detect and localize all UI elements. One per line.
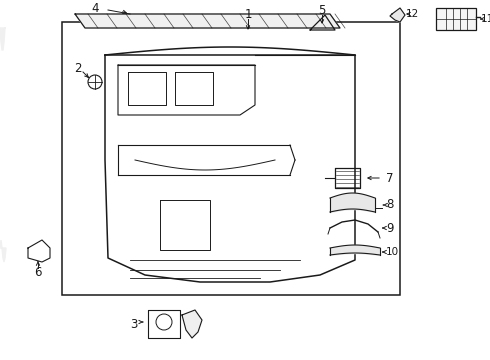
Text: 1: 1: [244, 8, 252, 21]
Polygon shape: [0, 240, 6, 262]
Text: 9: 9: [386, 221, 394, 234]
Text: 4: 4: [91, 1, 99, 14]
Text: 10: 10: [386, 247, 398, 257]
Text: 3: 3: [130, 319, 138, 332]
Text: 2: 2: [74, 62, 82, 75]
Polygon shape: [390, 8, 405, 22]
Bar: [62, 22, 400, 295]
Polygon shape: [75, 14, 340, 28]
Text: 12: 12: [405, 9, 418, 19]
Text: 11: 11: [480, 14, 490, 24]
Polygon shape: [182, 310, 202, 338]
Text: 8: 8: [386, 198, 393, 211]
Bar: [436, 8, 476, 30]
Text: 7: 7: [386, 171, 394, 184]
Text: 5: 5: [318, 4, 326, 17]
Polygon shape: [0, 28, 6, 50]
Text: 6: 6: [34, 266, 42, 279]
